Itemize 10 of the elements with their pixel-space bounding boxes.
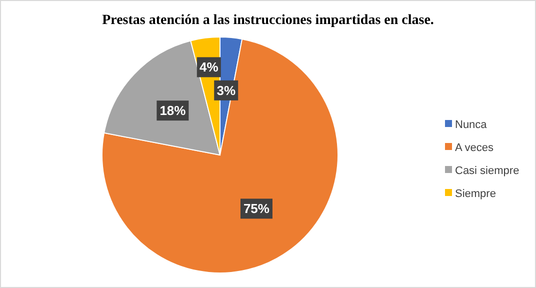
data-label: 3% xyxy=(216,82,236,98)
data-label: 4% xyxy=(200,60,219,75)
data-label: 75% xyxy=(243,201,270,216)
data-label: 18% xyxy=(160,103,186,118)
legend-label: Nunca xyxy=(455,119,488,131)
legend-label: Casi siempre xyxy=(455,165,520,177)
pie-slice xyxy=(102,38,338,274)
chart-title: Prestas atención a las instrucciones impartidas en clase. xyxy=(102,13,434,28)
legend-label: A veces xyxy=(455,142,494,154)
legend-label: Siempre xyxy=(455,188,496,200)
